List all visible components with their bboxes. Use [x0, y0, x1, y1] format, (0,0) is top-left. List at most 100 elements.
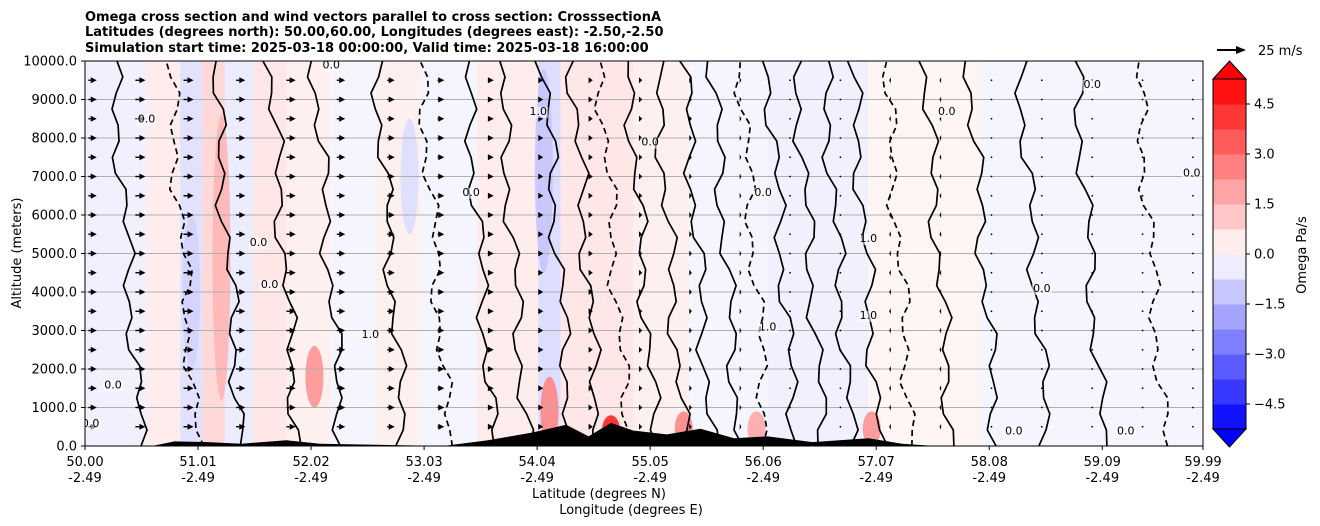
wind-vector: [1040, 156, 1043, 159]
wind-vector-head: [187, 423, 194, 430]
wind-vector: [1192, 137, 1194, 139]
wind-vector-head: [239, 173, 246, 180]
wind-vector-head: [538, 308, 544, 315]
contour-label-bg: [248, 237, 269, 249]
wind-vector-head: [939, 231, 942, 238]
x-tick-label-lat: 54.04: [519, 455, 556, 470]
vector-key-arrow-head: [1236, 46, 1246, 54]
colorbar-band: [1213, 79, 1246, 105]
contour-line: [1073, 61, 1108, 446]
wind-vector-head: [739, 366, 742, 372]
wind-vector-head: [438, 423, 445, 430]
wind-vector: [990, 348, 993, 351]
wind-vector-head: [139, 135, 146, 141]
wind-vector: [839, 79, 842, 82]
wind-vector-head: [588, 77, 593, 84]
contour-line: [262, 61, 302, 446]
colorbar-band: [1213, 404, 1246, 430]
wind-vector: [839, 233, 842, 236]
colorbar-band: [1213, 354, 1246, 380]
wind-vector: [1141, 79, 1144, 82]
wind-vector-head: [739, 327, 742, 334]
contour-line: [1013, 61, 1051, 446]
wind-vector-head: [889, 212, 891, 218]
y-tick-label: 10000.0: [23, 55, 77, 70]
wind-vector-head: [388, 212, 395, 218]
y-tick-label: 2000.0: [32, 363, 78, 378]
colorbar-band: [1213, 279, 1246, 305]
wind-vector: [990, 329, 993, 332]
wind-vector-head: [739, 346, 742, 353]
wind-vector-head: [638, 212, 643, 218]
wind-vector-head: [487, 173, 494, 180]
wind-vector: [990, 194, 993, 197]
wind-vector-head: [588, 423, 593, 430]
wind-vector: [1141, 194, 1144, 197]
wind-vector-head: [889, 308, 891, 315]
wind-vector-head: [487, 404, 494, 411]
wind-vector: [1091, 310, 1094, 313]
wind-vector-head: [889, 173, 891, 180]
contour-label: 0.0: [1033, 282, 1051, 295]
wind-vector-head: [139, 96, 146, 103]
wind-vector: [1192, 387, 1194, 390]
wind-vector: [1091, 368, 1094, 370]
wind-vector-head: [90, 250, 97, 257]
colorbar-band: [1213, 179, 1246, 205]
wind-vector-head: [939, 327, 942, 334]
wind-vector-head: [388, 77, 395, 84]
wind-vector-head: [438, 404, 445, 411]
colorbar-label: Omega Pa/s: [1295, 216, 1310, 294]
wind-vector-head: [487, 366, 494, 372]
wind-vector-head: [487, 289, 494, 295]
contour-line: [821, 61, 860, 446]
wind-vector-head: [487, 212, 494, 218]
wind-vector-head: [388, 115, 395, 122]
contour-label-bg: [360, 330, 381, 342]
wind-vector-head: [90, 366, 97, 372]
y-tick-label: 3000.0: [32, 324, 78, 339]
wind-vector: [839, 137, 842, 139]
wind-vector-head: [289, 231, 296, 238]
wind-vector-head: [689, 173, 692, 180]
contour-label-bg: [640, 137, 661, 149]
contour-label: 0.0: [641, 136, 659, 149]
wind-vector-head: [588, 289, 593, 295]
wind-vector: [990, 387, 993, 390]
wind-vector: [1091, 98, 1094, 101]
wind-vector-head: [638, 192, 643, 199]
contour-line: [534, 61, 580, 446]
wind-vector: [1040, 214, 1043, 216]
wind-vector-head: [187, 231, 194, 238]
wind-vector-head: [739, 135, 742, 141]
wind-vector-head: [438, 154, 445, 161]
y-tick-label: 1000.0: [32, 401, 78, 416]
wind-vector-head: [487, 308, 494, 315]
wind-vector: [1091, 137, 1094, 139]
wind-vector-head: [438, 289, 445, 295]
wind-vector-head: [139, 269, 146, 276]
wind-vector-head: [388, 269, 395, 276]
wind-vector-head: [638, 385, 643, 392]
wind-vector-head: [438, 96, 445, 103]
wind-vector-head: [388, 289, 395, 295]
wind-vector-head: [689, 404, 692, 411]
colorbar-band: [1213, 254, 1246, 280]
wind-vector-head: [487, 135, 494, 141]
wind-vector-head: [388, 385, 395, 392]
wind-vector-head: [638, 346, 643, 353]
wind-vector-head: [939, 154, 942, 161]
colorbar-tick-label: −4.5: [1254, 398, 1286, 413]
wind-vector-head: [487, 96, 494, 103]
wind-vector-head: [889, 423, 891, 430]
wind-vector-head: [438, 269, 445, 276]
wind-vector: [1192, 233, 1194, 236]
wind-vector-head: [538, 404, 544, 411]
wind-vector-head: [90, 327, 97, 334]
wind-vector: [1192, 329, 1194, 332]
wind-vector-head: [187, 346, 194, 353]
wind-vector-head: [538, 212, 544, 218]
contour-label: 0.0: [1183, 167, 1201, 180]
wind-vector-head: [638, 423, 643, 430]
wind-vector-head: [538, 192, 544, 199]
